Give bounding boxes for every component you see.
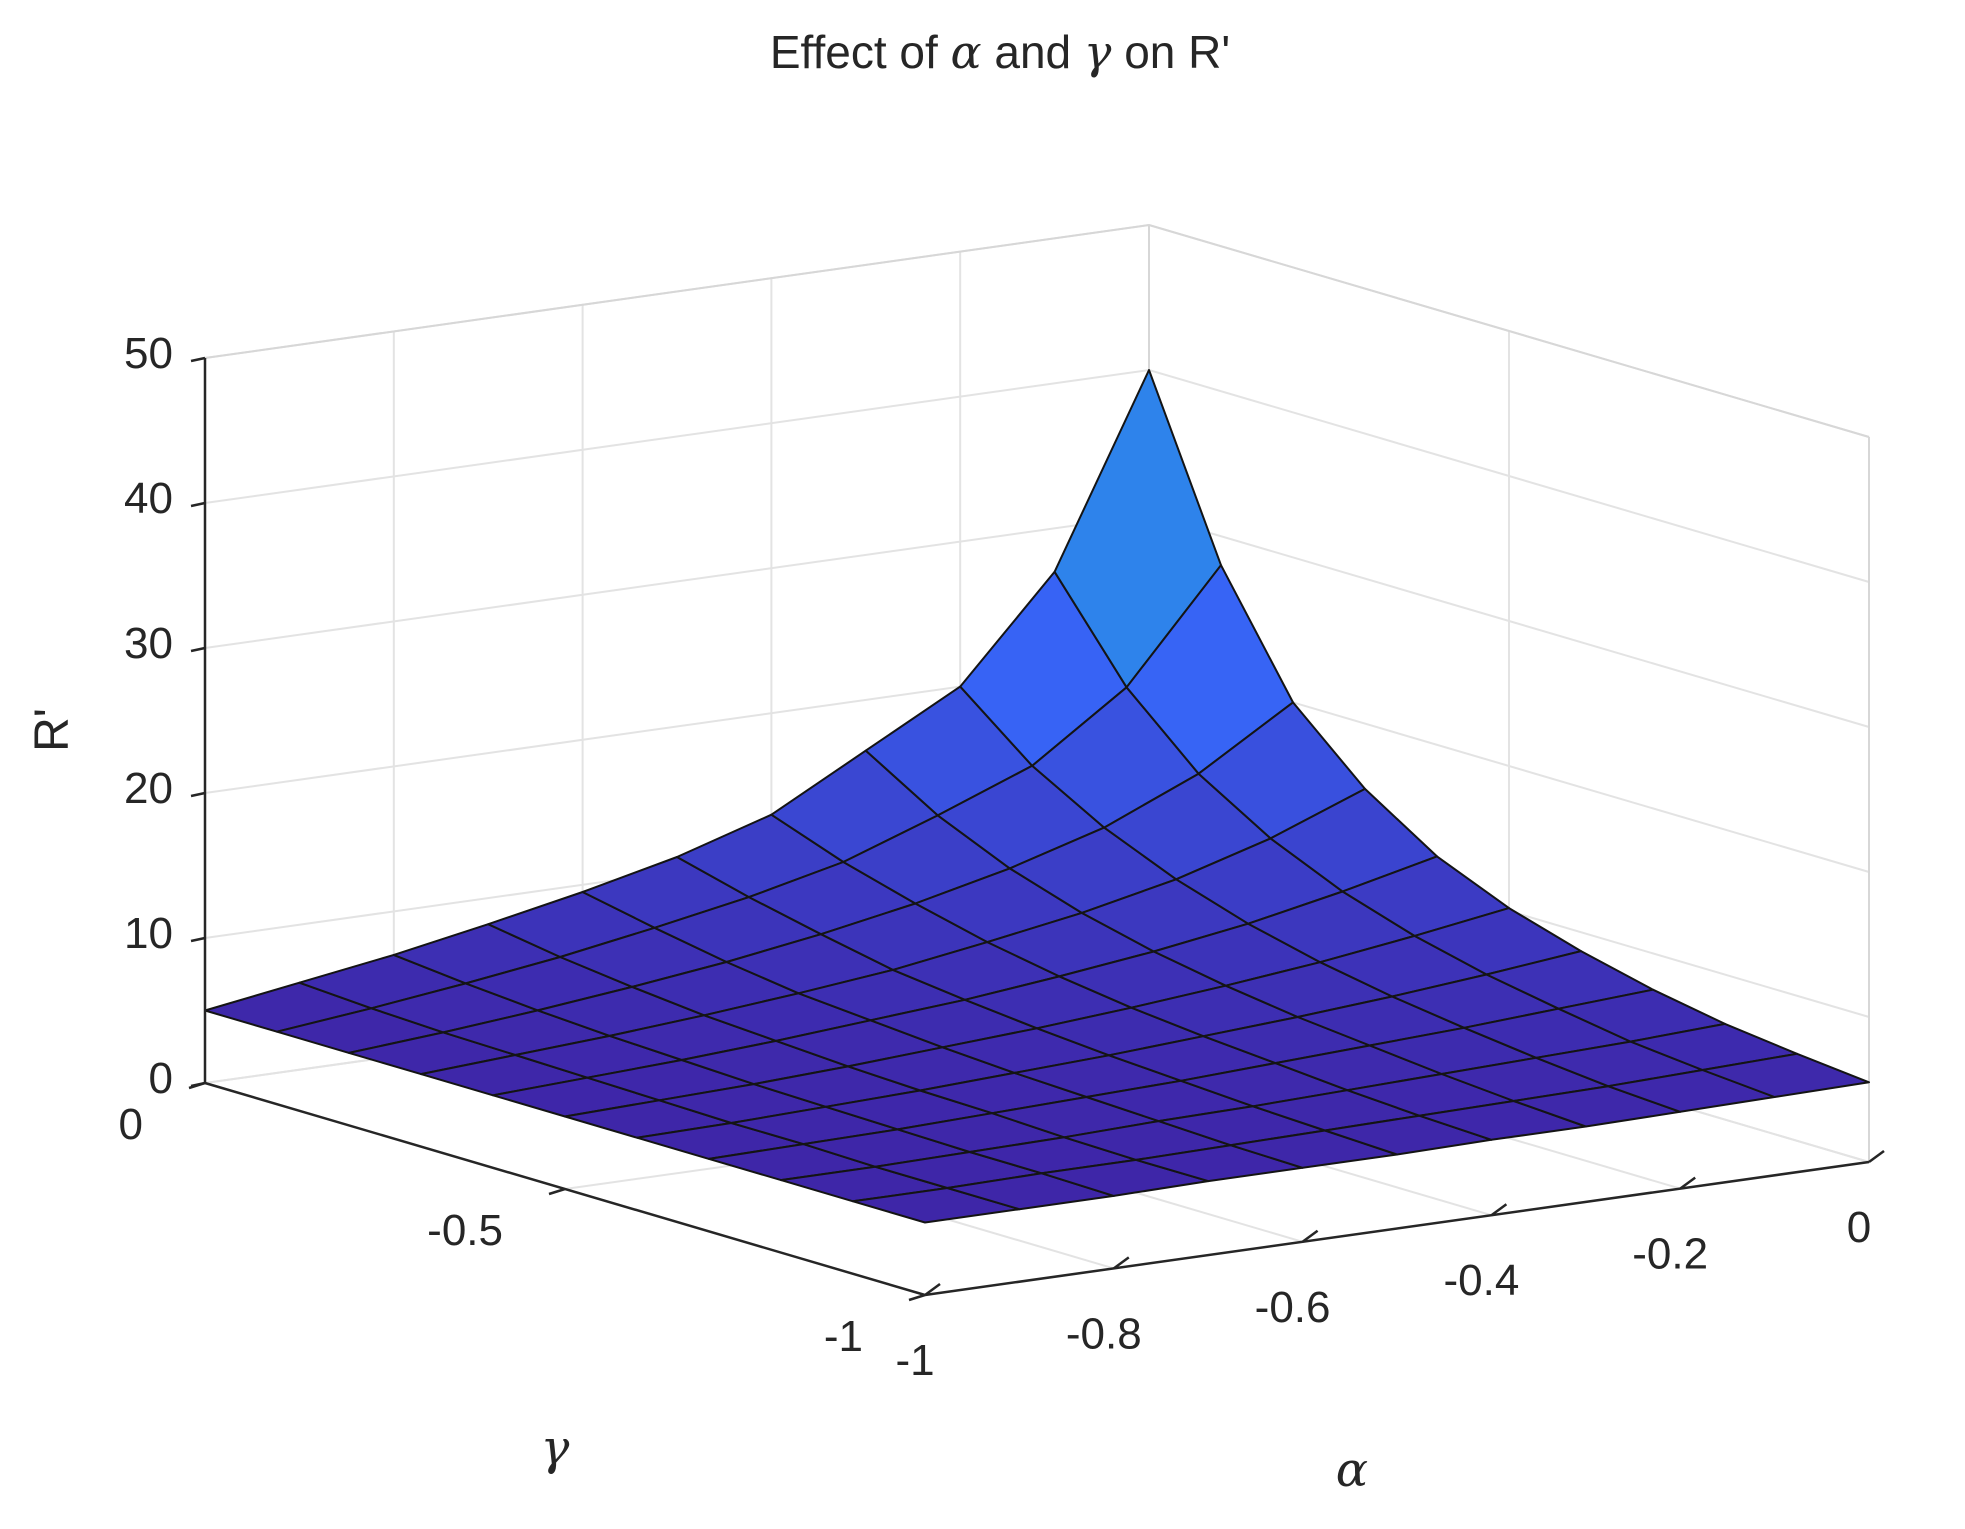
surface-patch xyxy=(1701,1052,1870,1098)
z-tick-mark xyxy=(190,646,206,653)
z-tick-label: 30 xyxy=(124,619,173,668)
y-tick-mark xyxy=(908,1293,926,1302)
z-tick-label: 0 xyxy=(149,1054,173,1103)
chart-title: Effect of α and γ on R' xyxy=(770,25,1230,79)
x-tick-mark xyxy=(1490,1203,1508,1217)
x-tick-label: -0.4 xyxy=(1443,1256,1519,1305)
z-tick-mark xyxy=(190,936,206,943)
x-tick-mark xyxy=(924,1282,941,1297)
chart-title-middle: and xyxy=(982,26,1084,78)
z-tick-mark xyxy=(190,791,206,798)
x-axis-label: α xyxy=(1336,1442,1368,1498)
axes-layer xyxy=(188,356,1885,1302)
z-tick-label: 50 xyxy=(124,329,173,378)
x-tick-mark xyxy=(1679,1176,1696,1190)
chart-title-alpha: α xyxy=(951,25,982,79)
x-tick-label: -0.2 xyxy=(1632,1230,1708,1279)
z-tick-label: 20 xyxy=(124,764,173,813)
box-edge xyxy=(1148,224,1870,438)
y-tick-mark xyxy=(188,1081,206,1090)
y-tick-mark xyxy=(548,1187,566,1196)
x-tick-label: -0.8 xyxy=(1066,1309,1142,1358)
x-tick-label: 0 xyxy=(1847,1203,1871,1252)
box-edge xyxy=(204,224,1150,359)
y-axis-label: γ xyxy=(541,1420,570,1476)
y-tick-label: -0.5 xyxy=(427,1206,503,1255)
z-tick-mark xyxy=(190,501,206,508)
x-tick-mark xyxy=(1301,1229,1319,1243)
surface-layer xyxy=(204,369,1870,1224)
grid-line-z xyxy=(204,223,1870,438)
ticks-layer: 0 10 20 30 40 50 -1 -0.5 0 -1 -0.8 -0.6 -0.4 -0.2 0 xyxy=(119,329,1872,1385)
z-tick-label: 40 xyxy=(124,474,173,523)
z-tick-label: 10 xyxy=(124,909,173,958)
x-tick-label: -1 xyxy=(895,1336,934,1385)
chart-title-suffix: on R' xyxy=(1111,26,1230,78)
x-tick-mark xyxy=(1868,1149,1885,1164)
grid-line-z xyxy=(204,368,1870,583)
y-tick-label: -1 xyxy=(824,1312,863,1361)
z-tick-mark xyxy=(190,356,206,363)
y-tick-label: 0 xyxy=(119,1100,143,1149)
x-axis-line xyxy=(924,1160,1870,1297)
chart-title-prefix: Effect of xyxy=(770,26,951,78)
z-axis-label: R' xyxy=(26,708,79,752)
x-tick-mark xyxy=(1113,1256,1130,1270)
x-tick-label: -0.6 xyxy=(1255,1283,1331,1332)
chart-title-gamma: γ xyxy=(1084,25,1112,79)
